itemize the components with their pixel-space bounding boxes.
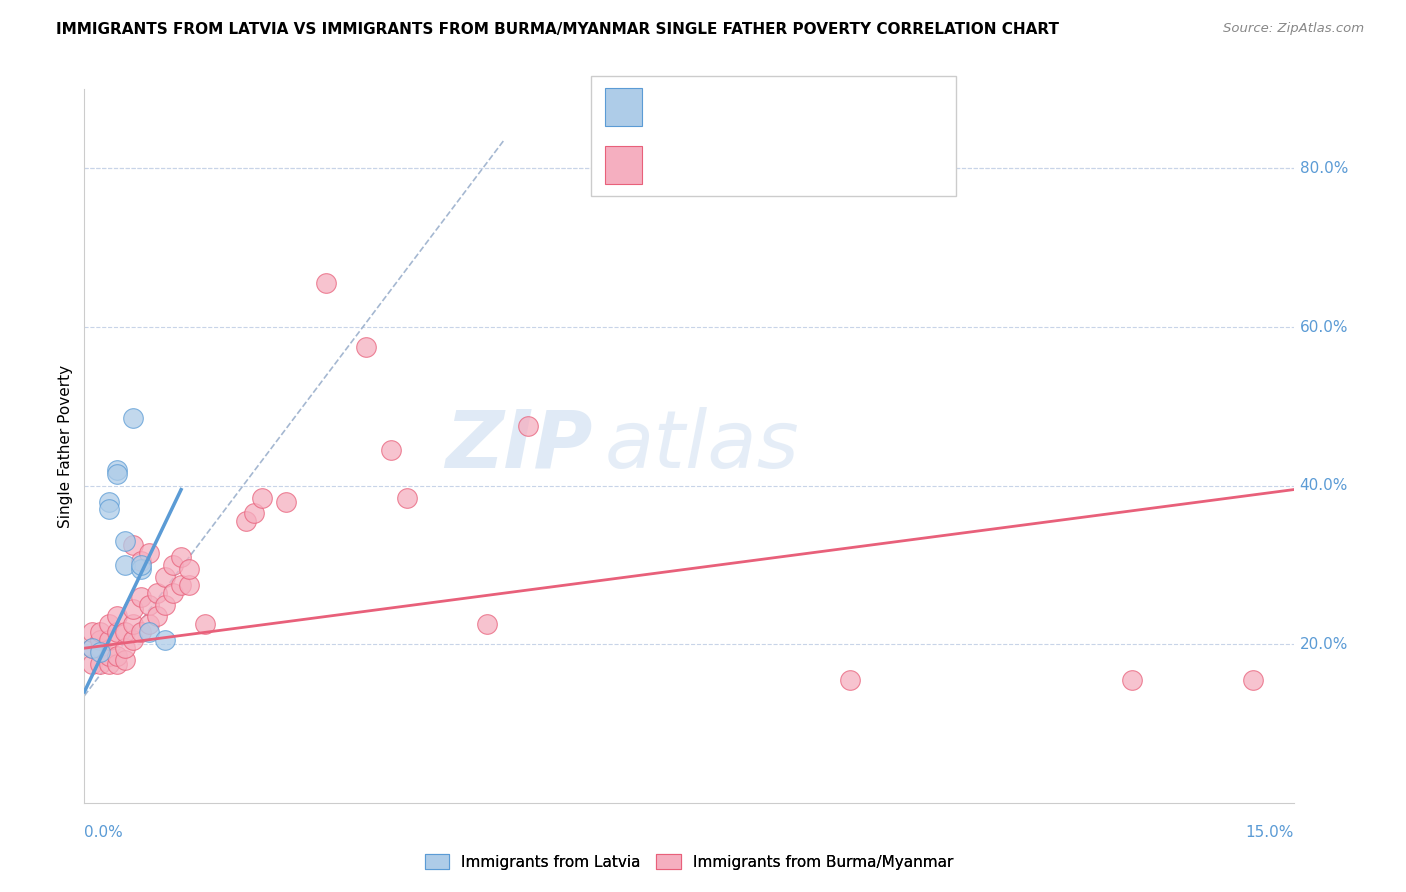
FancyBboxPatch shape (605, 145, 641, 185)
Point (89, 633, 111, 648)
Point (121, 538, 143, 552)
Point (129, 625, 152, 640)
Text: 52: 52 (869, 156, 893, 174)
Point (138, 617, 160, 632)
Text: 0.0%: 0.0% (84, 825, 124, 840)
Point (274, 494, 297, 508)
Point (89, 657, 111, 671)
Point (105, 649, 128, 664)
Point (114, 625, 136, 640)
Text: N =: N = (810, 98, 849, 116)
Text: N =: N = (810, 156, 849, 174)
Point (170, 549, 193, 564)
Point (97, 633, 120, 648)
Point (1121, 673, 1143, 687)
Point (153, 570, 176, 584)
Text: 60.0%: 60.0% (1299, 319, 1348, 334)
Point (146, 585, 169, 599)
Point (82, 641, 104, 656)
Point (97, 494, 120, 508)
Point (250, 491, 273, 505)
Point (114, 653, 136, 667)
Text: R =: R = (657, 98, 696, 116)
Text: 15.0%: 15.0% (1246, 825, 1294, 840)
Point (82, 641, 104, 656)
Point (170, 578, 193, 592)
Point (105, 625, 128, 640)
Point (235, 514, 257, 528)
Point (138, 625, 160, 640)
Point (121, 617, 143, 632)
Point (121, 411, 143, 425)
Point (97, 617, 120, 632)
Point (1241, 673, 1264, 687)
FancyBboxPatch shape (591, 76, 956, 196)
FancyBboxPatch shape (605, 87, 641, 127)
Point (138, 598, 160, 612)
Point (97, 502, 120, 516)
Point (114, 641, 136, 656)
Text: Source: ZipAtlas.com: Source: ZipAtlas.com (1223, 22, 1364, 36)
Point (179, 562, 201, 576)
Text: 0.331: 0.331 (714, 98, 772, 116)
Text: 40.0%: 40.0% (1299, 478, 1348, 493)
Text: IMMIGRANTS FROM LATVIA VS IMMIGRANTS FROM BURMA/MYANMAR SINGLE FATHER POVERTY CO: IMMIGRANTS FROM LATVIA VS IMMIGRANTS FRO… (56, 22, 1059, 37)
Text: R =: R = (657, 156, 696, 174)
Text: 80.0%: 80.0% (1299, 161, 1348, 176)
Point (97, 657, 120, 671)
Point (129, 558, 152, 572)
Point (356, 340, 378, 354)
Point (82, 657, 104, 671)
Point (105, 657, 128, 671)
Point (179, 578, 201, 592)
Point (477, 617, 499, 632)
Point (129, 562, 152, 576)
Text: 20.0%: 20.0% (1299, 637, 1348, 652)
Legend: Immigrants from Latvia, Immigrants from Burma/Myanmar: Immigrants from Latvia, Immigrants from … (418, 847, 960, 877)
Point (162, 558, 184, 572)
Point (89, 641, 111, 656)
Point (105, 609, 128, 624)
Point (105, 467, 128, 481)
Point (89, 625, 111, 640)
Point (194, 617, 217, 632)
Text: atlas: atlas (605, 407, 799, 485)
Point (395, 491, 418, 505)
Point (129, 590, 152, 604)
Point (114, 558, 136, 572)
Point (153, 633, 176, 648)
Y-axis label: Single Father Poverty: Single Father Poverty (58, 365, 73, 527)
Point (114, 534, 136, 549)
Point (138, 546, 160, 560)
Point (82, 625, 104, 640)
Text: ZIP: ZIP (444, 407, 592, 485)
Point (105, 463, 128, 477)
Point (97, 649, 120, 664)
Point (516, 419, 538, 434)
Point (153, 598, 176, 612)
Point (242, 507, 264, 521)
Text: 13: 13 (869, 98, 893, 116)
Point (129, 554, 152, 568)
Point (89, 645, 111, 659)
Point (146, 609, 169, 624)
Point (315, 277, 337, 291)
Text: 0.250: 0.250 (714, 156, 772, 174)
Point (121, 601, 143, 615)
Point (121, 633, 143, 648)
Point (380, 442, 402, 457)
Point (839, 673, 862, 687)
Point (162, 585, 184, 599)
